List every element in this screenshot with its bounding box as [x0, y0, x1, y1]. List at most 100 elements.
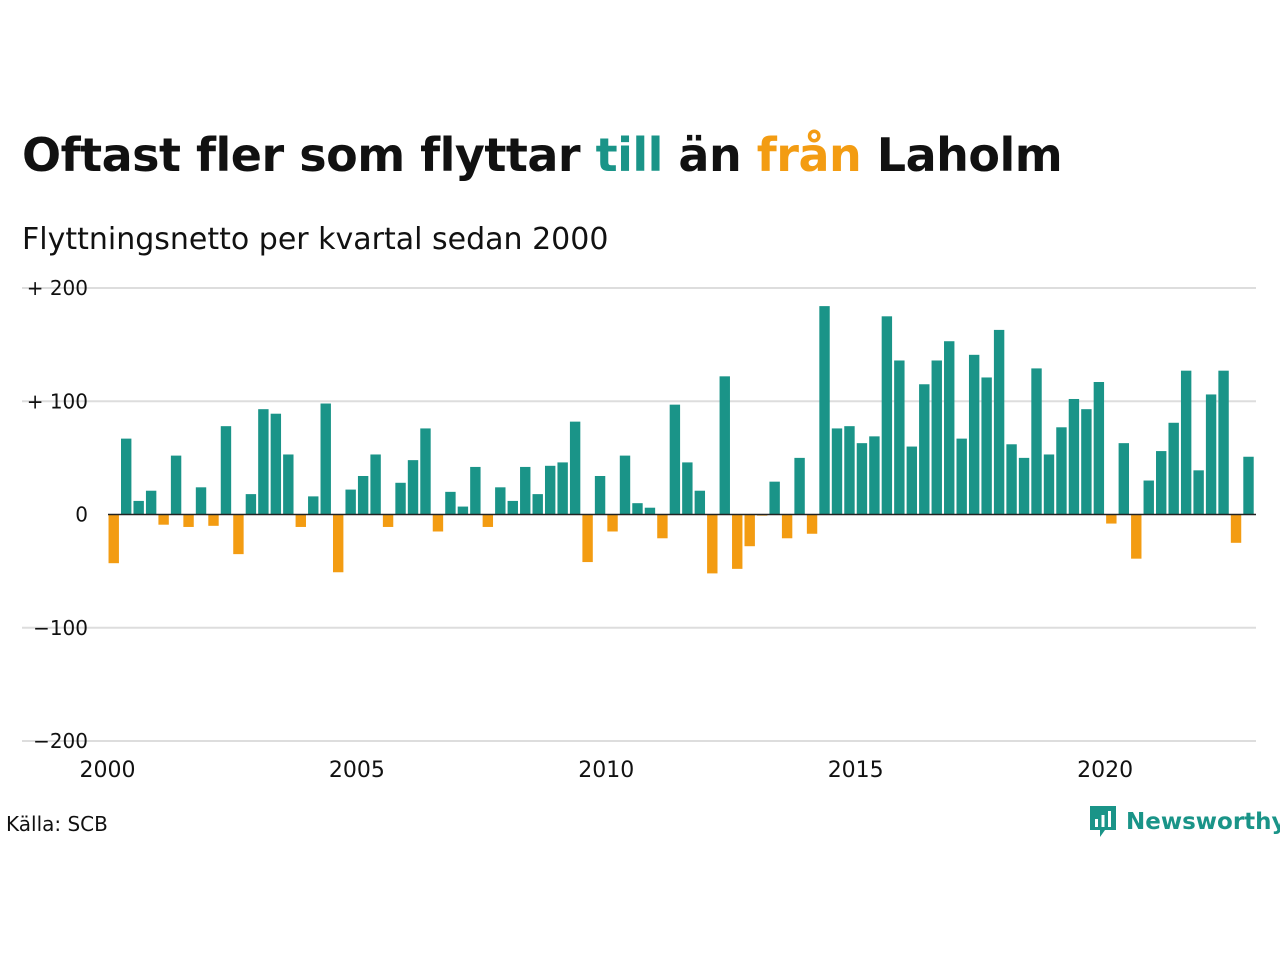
bar	[395, 482, 406, 515]
bar	[382, 514, 394, 527]
bar	[569, 421, 581, 515]
bar	[956, 438, 967, 515]
bar	[1068, 398, 1080, 515]
bar	[1018, 457, 1030, 515]
title-highlight-fran: från	[756, 128, 862, 182]
x-tick-label: 2020	[1077, 758, 1133, 783]
bar	[1218, 370, 1229, 515]
y-tick-label: −200	[33, 729, 88, 753]
net-migration-bar-chart: + 200 + 100 0 −100 −200 2000 2005 2010 2015 2020	[22, 276, 1256, 783]
bar	[944, 341, 955, 515]
y-tick-label: + 200	[27, 276, 88, 300]
bar	[283, 454, 294, 515]
bar	[869, 436, 880, 515]
bar	[732, 514, 743, 569]
bar	[1131, 514, 1142, 559]
bar	[532, 494, 543, 515]
bar	[308, 496, 319, 515]
bar	[931, 360, 942, 515]
bar	[894, 360, 905, 515]
title-part-2: än	[662, 128, 757, 182]
bar	[1031, 368, 1042, 515]
bar	[520, 466, 531, 515]
bar	[694, 490, 706, 515]
bar	[682, 462, 693, 515]
bar	[794, 457, 805, 515]
bar	[968, 354, 980, 515]
bar	[158, 514, 169, 525]
bar	[245, 494, 257, 515]
bar	[345, 489, 356, 515]
bar	[183, 514, 194, 527]
bar	[407, 460, 419, 515]
bar	[1230, 514, 1242, 543]
bar	[1056, 427, 1067, 515]
bar	[919, 384, 930, 515]
bar	[1093, 381, 1105, 515]
bar	[844, 426, 855, 515]
bar	[781, 514, 793, 539]
bar	[420, 428, 431, 515]
grid-lines	[22, 287, 1256, 742]
bar	[470, 466, 481, 515]
bar	[1043, 454, 1055, 515]
bar	[1006, 444, 1017, 515]
y-tick-label: 0	[75, 503, 88, 527]
axes: + 200 + 100 0 −100 −200 2000 2005 2010 2015 2020	[27, 276, 1256, 783]
bar	[632, 503, 643, 515]
bar	[1180, 370, 1192, 515]
bar	[1143, 480, 1154, 515]
bar	[993, 329, 1005, 515]
bar	[607, 514, 618, 532]
bar	[1118, 443, 1130, 515]
bar	[594, 475, 606, 515]
x-tick-label: 2005	[329, 758, 385, 783]
bar	[806, 514, 818, 534]
bar	[332, 514, 344, 573]
brand-name: Newsworthy	[1126, 809, 1280, 835]
chart-title: Oftast fler som flyttar till än från Lah…	[22, 128, 1063, 182]
x-tick-label: 2000	[80, 758, 136, 783]
bar	[544, 465, 556, 515]
y-tick-label: + 100	[27, 389, 88, 413]
bar	[457, 506, 469, 515]
bar	[370, 454, 381, 515]
bar	[1081, 409, 1092, 515]
bar	[1168, 422, 1179, 515]
bar	[1243, 456, 1254, 515]
bar	[1156, 451, 1167, 515]
bar	[320, 403, 331, 515]
bar	[233, 514, 244, 555]
x-tick-label: 2010	[578, 758, 634, 783]
title-highlight-till: till	[595, 128, 664, 182]
bar	[669, 404, 681, 515]
bar	[1193, 470, 1204, 515]
source-note: Källa: SCB	[6, 812, 108, 836]
bar	[170, 455, 182, 515]
bar	[769, 481, 780, 515]
bar	[195, 487, 207, 515]
bar	[1106, 514, 1117, 524]
bar	[507, 500, 518, 515]
bar	[856, 443, 868, 515]
bar	[906, 446, 918, 515]
bar	[981, 377, 992, 515]
bar	[108, 514, 119, 564]
bar	[819, 306, 830, 515]
bar	[657, 514, 668, 539]
newsworthy-logo: Newsworthy	[1088, 804, 1280, 840]
bar	[881, 316, 893, 515]
bar	[258, 409, 269, 515]
bar	[145, 490, 157, 515]
bar	[445, 491, 456, 515]
chart-subtitle: Flyttningsnetto per kvartal sedan 2000	[22, 222, 609, 257]
bars	[108, 306, 1254, 574]
newsworthy-chart-icon	[1090, 806, 1116, 837]
y-tick-label: −100	[33, 616, 88, 640]
bar	[719, 376, 730, 515]
title-part-1: Oftast fler som flyttar	[22, 128, 596, 182]
title-part-3: Laholm	[861, 128, 1063, 182]
bar	[495, 487, 506, 515]
bar	[582, 514, 593, 563]
x-tick-label: 2015	[828, 758, 884, 783]
